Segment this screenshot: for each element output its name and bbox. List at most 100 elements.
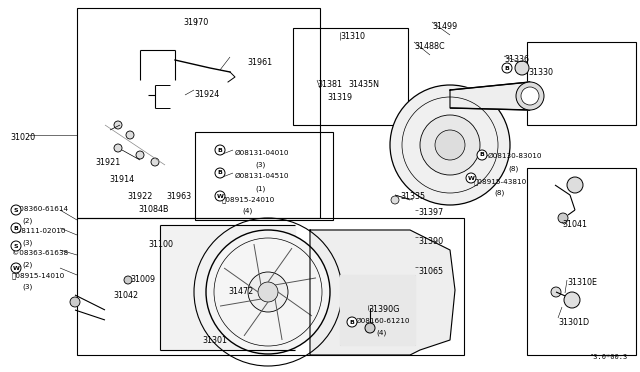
Text: 31390G: 31390G xyxy=(368,305,399,314)
Polygon shape xyxy=(340,275,415,345)
Text: 31922: 31922 xyxy=(127,192,152,201)
Text: (4): (4) xyxy=(376,330,387,337)
Text: ^3.0*00:3: ^3.0*00:3 xyxy=(589,354,628,360)
Text: 31488C: 31488C xyxy=(414,42,445,51)
Text: Ø08131-04510: Ø08131-04510 xyxy=(235,173,289,179)
Text: B: B xyxy=(218,170,223,176)
Text: 31499: 31499 xyxy=(432,22,457,31)
Text: 31963: 31963 xyxy=(166,192,191,201)
Text: 31065: 31065 xyxy=(418,267,443,276)
Circle shape xyxy=(567,177,583,193)
Text: B: B xyxy=(479,153,484,157)
Text: W: W xyxy=(468,176,474,180)
Bar xyxy=(527,42,636,125)
Circle shape xyxy=(365,323,375,333)
Circle shape xyxy=(515,61,529,75)
Text: B: B xyxy=(349,320,355,324)
Text: ©08360-61614: ©08360-61614 xyxy=(12,206,68,212)
Text: B: B xyxy=(504,65,509,71)
Text: ⓗ08915-24010: ⓗ08915-24010 xyxy=(222,196,275,203)
Text: (2): (2) xyxy=(22,261,32,267)
Circle shape xyxy=(477,150,487,160)
Circle shape xyxy=(390,85,510,205)
Text: (1): (1) xyxy=(255,185,265,192)
Text: ⓗ08915-14010: ⓗ08915-14010 xyxy=(12,272,65,279)
Text: 31335: 31335 xyxy=(400,192,425,201)
Text: 31970: 31970 xyxy=(184,18,209,27)
Circle shape xyxy=(564,292,580,308)
Text: 31397: 31397 xyxy=(418,208,444,217)
Text: 31319: 31319 xyxy=(327,93,352,102)
Circle shape xyxy=(11,223,21,233)
Text: B: B xyxy=(13,225,19,231)
Circle shape xyxy=(215,168,225,178)
Text: 31310: 31310 xyxy=(340,32,365,41)
Text: (8): (8) xyxy=(508,165,518,171)
Text: (3): (3) xyxy=(255,162,265,169)
Text: 31042: 31042 xyxy=(113,291,138,300)
Text: 31435N: 31435N xyxy=(348,80,379,89)
Circle shape xyxy=(516,82,544,110)
Text: 31924: 31924 xyxy=(194,90,220,99)
Bar xyxy=(77,8,320,218)
Circle shape xyxy=(70,297,80,307)
Circle shape xyxy=(215,191,225,201)
Circle shape xyxy=(206,230,330,354)
Text: 31310E: 31310E xyxy=(567,278,597,287)
Text: 31041: 31041 xyxy=(562,220,587,229)
Circle shape xyxy=(114,121,122,129)
Text: S: S xyxy=(13,244,19,248)
Circle shape xyxy=(347,317,357,327)
Text: Ø08160-61210: Ø08160-61210 xyxy=(356,318,410,324)
Text: Ø08111-02010: Ø08111-02010 xyxy=(12,228,67,234)
Text: 31921: 31921 xyxy=(95,158,120,167)
Circle shape xyxy=(258,282,278,302)
Text: (3): (3) xyxy=(22,283,32,289)
Text: (8): (8) xyxy=(494,190,504,196)
Text: 31100: 31100 xyxy=(148,240,173,249)
Circle shape xyxy=(11,205,21,215)
Text: 31390: 31390 xyxy=(418,237,443,246)
Bar xyxy=(77,218,464,355)
Circle shape xyxy=(126,131,134,139)
Circle shape xyxy=(136,151,144,159)
Circle shape xyxy=(435,130,465,160)
Circle shape xyxy=(558,213,568,223)
Text: 31381: 31381 xyxy=(317,80,342,89)
Text: W: W xyxy=(13,266,19,270)
Polygon shape xyxy=(450,82,530,110)
Circle shape xyxy=(521,87,539,105)
Text: W: W xyxy=(216,193,223,199)
Text: (4): (4) xyxy=(242,208,252,215)
Circle shape xyxy=(124,276,132,284)
Bar xyxy=(195,132,333,220)
Text: 31914: 31914 xyxy=(109,175,134,184)
Text: (3): (3) xyxy=(22,239,32,246)
Text: B: B xyxy=(218,148,223,153)
Text: 31472: 31472 xyxy=(228,287,253,296)
Polygon shape xyxy=(160,225,295,350)
Text: 31084B: 31084B xyxy=(138,205,168,214)
Circle shape xyxy=(567,295,577,305)
Text: 31330: 31330 xyxy=(528,68,553,77)
Bar xyxy=(527,168,636,355)
Text: (2): (2) xyxy=(22,217,32,224)
Bar xyxy=(293,28,408,125)
Bar xyxy=(340,275,415,345)
Text: S: S xyxy=(13,208,19,212)
Circle shape xyxy=(11,263,21,273)
Text: 31020: 31020 xyxy=(10,133,35,142)
Circle shape xyxy=(391,196,399,204)
Text: 31336: 31336 xyxy=(504,55,529,64)
Circle shape xyxy=(502,63,512,73)
Text: 31301: 31301 xyxy=(202,336,227,345)
Circle shape xyxy=(466,173,476,183)
Circle shape xyxy=(151,158,159,166)
Circle shape xyxy=(420,115,480,175)
Bar xyxy=(347,282,408,338)
Text: 31009: 31009 xyxy=(130,275,155,284)
Text: 31301D: 31301D xyxy=(558,318,589,327)
Circle shape xyxy=(215,145,225,155)
Circle shape xyxy=(248,272,288,312)
Circle shape xyxy=(551,287,561,297)
